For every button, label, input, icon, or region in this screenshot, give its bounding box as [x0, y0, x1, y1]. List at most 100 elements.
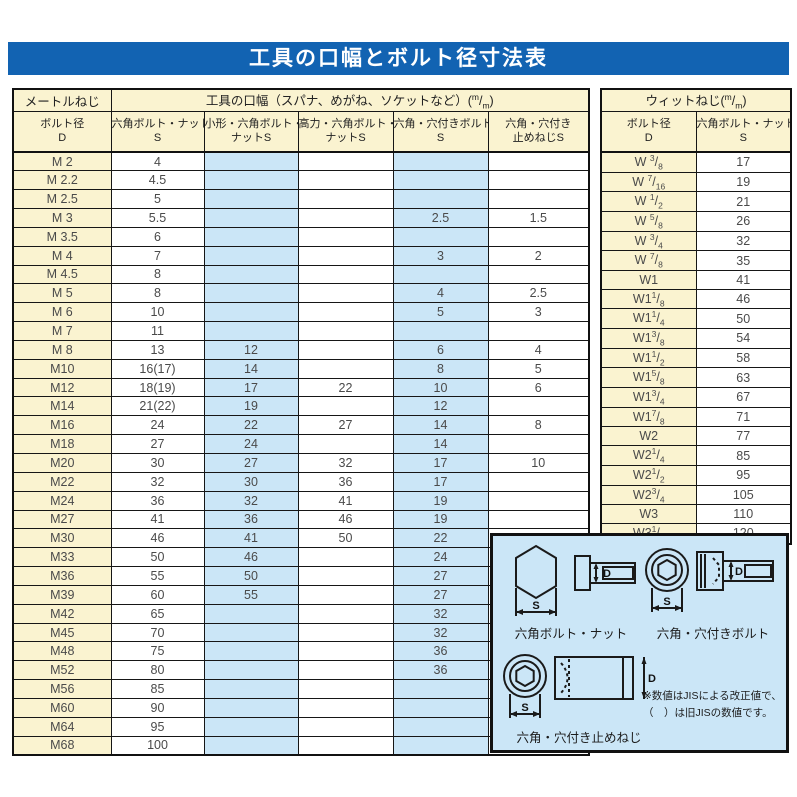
bolt-diameter-cell: W 3/4 — [600, 230, 697, 252]
width-value-cell: 19 — [203, 396, 299, 417]
width-value-cell — [297, 245, 394, 266]
bolt-diameter-cell: M45 — [12, 622, 112, 643]
bolt-diameter-cell: M16 — [12, 415, 112, 436]
column-header-cell: 六角・穴付きボルト S — [392, 111, 489, 153]
width-value-cell: 4 — [392, 283, 489, 304]
socket-bolt-label: 六角・穴付きボルト — [656, 627, 770, 641]
width-value-cell: 10 — [487, 453, 590, 473]
bolt-diameter-cell: M24 — [12, 490, 112, 511]
width-value-cell: 46 — [695, 288, 792, 310]
width-value-cell: 21 — [695, 191, 792, 212]
table-row: W21/2 95 — [600, 464, 792, 486]
bolt-diameter-cell: M22 — [12, 471, 112, 492]
bolt-diameter-cell: M60 — [12, 697, 112, 718]
width-value-cell — [297, 358, 394, 379]
width-value-cell — [203, 603, 299, 624]
width-value-cell: 24 — [203, 434, 299, 454]
width-value-cell: 16(17) — [110, 358, 205, 379]
width-value-cell — [487, 490, 590, 511]
dim-d-label: D — [735, 566, 743, 578]
width-value-cell: 46 — [203, 547, 299, 568]
bolt-diameter-cell: W 5/8 — [600, 210, 697, 232]
page-title: 工具の口幅とボルト径寸法表 — [8, 42, 789, 75]
width-value-cell: 10 — [110, 302, 205, 323]
width-value-cell: 4 — [110, 151, 205, 172]
width-value-cell — [392, 697, 489, 718]
column-header-cell: 小形・六角ボルト・ ナットS — [203, 111, 299, 153]
dim-s-label: S — [521, 702, 528, 714]
width-value-cell: 22 — [203, 415, 299, 436]
bolt-diameter-cell: W11/2 — [600, 347, 697, 369]
width-value-cell — [297, 189, 394, 210]
bolt-diameter-cell: M 2 — [12, 151, 112, 172]
column-header-cell: 六角ボルト・ナット S — [695, 111, 792, 153]
width-value-cell — [297, 434, 394, 454]
bolt-diameter-cell: W1 — [600, 269, 697, 290]
width-value-cell — [487, 170, 590, 191]
table-row: W 1/2 21 — [600, 191, 792, 212]
width-value-cell — [297, 566, 394, 586]
table-row: M22 32 30 36 17 — [12, 471, 590, 492]
width-value-cell — [392, 321, 489, 341]
width-value-cell: 90 — [110, 697, 205, 718]
table-row: M10 16(17) 14 8 5 — [12, 358, 590, 379]
table-row: M64 95 — [12, 716, 590, 737]
width-value-cell: 41 — [110, 509, 205, 530]
table-row: M14 21(22) 19 12 — [12, 396, 590, 417]
bolt-diameter-cell: W13/8 — [600, 328, 697, 349]
width-value-cell: 95 — [110, 716, 205, 737]
table-row: W21/4 85 — [600, 445, 792, 466]
hex-bolt-label: 六角ボルト・ナット — [514, 627, 628, 641]
width-value-cell: 58 — [695, 347, 792, 369]
width-value-cell: 65 — [110, 603, 205, 624]
width-value-cell — [203, 679, 299, 699]
width-value-cell — [487, 321, 590, 341]
width-value-cell — [392, 735, 489, 756]
set-screw-figure: S D 六角・穴付き止めねじ — [499, 648, 659, 746]
jis-note: ※数値はJISによる改正値で、 （ ）は旧JISの数値です。 — [643, 688, 783, 723]
bolt-diameter-cell: M39 — [12, 584, 112, 605]
width-value-cell — [203, 170, 299, 191]
group-header-cell: 工具の口幅（スパナ、めがね、ソケットなど）(m/m) — [110, 88, 590, 112]
table-row: M24 36 32 41 19 — [12, 490, 590, 511]
width-value-cell: 24 — [392, 547, 489, 568]
bolt-diameter-cell: M14 — [12, 396, 112, 417]
width-value-cell: 21(22) — [110, 396, 205, 417]
width-value-cell: 8 — [487, 415, 590, 436]
width-value-cell: 17 — [695, 151, 792, 173]
bolt-diameter-cell: W11/4 — [600, 308, 697, 330]
width-value-cell: 18(19) — [110, 377, 205, 398]
width-value-cell: 6 — [487, 377, 590, 398]
width-value-cell — [203, 641, 299, 662]
bolt-diameter-cell: M20 — [12, 453, 112, 473]
width-value-cell: 4.5 — [110, 170, 205, 191]
width-value-cell — [487, 434, 590, 454]
width-value-cell: 5 — [110, 189, 205, 210]
width-value-cell — [203, 151, 299, 172]
width-value-cell: 5 — [392, 302, 489, 323]
width-value-cell: 30 — [110, 453, 205, 473]
table-row: W23/4 105 — [600, 484, 792, 506]
width-value-cell: 2.5 — [487, 283, 590, 304]
bolt-diameter-cell: M33 — [12, 547, 112, 568]
width-value-cell — [392, 226, 489, 247]
whitworth-thread-table: ウィットねじ(m/m) ボルト径 D 六角ボルト・ナット S W 3/8 17 W 7/16… — [600, 88, 793, 545]
table-row: M 2.2 4.5 — [12, 170, 590, 191]
bolt-diameter-cell: W21/2 — [600, 464, 697, 486]
width-value-cell — [297, 339, 394, 360]
width-value-cell — [487, 189, 590, 210]
bolt-diameter-cell: W17/8 — [600, 406, 697, 428]
width-value-cell — [487, 226, 590, 247]
width-value-cell: 19 — [392, 509, 489, 530]
width-value-cell — [297, 622, 394, 643]
width-value-cell — [203, 735, 299, 756]
width-value-cell: 6 — [392, 339, 489, 360]
bolt-diameter-cell: M48 — [12, 641, 112, 662]
table-row: W11/8 46 — [600, 288, 792, 310]
bolt-diameter-cell: M 4 — [12, 245, 112, 266]
width-value-cell: 22 — [392, 528, 489, 549]
width-value-cell — [297, 264, 394, 285]
table-row: M 3.5 6 — [12, 226, 590, 247]
width-value-cell: 63 — [695, 367, 792, 389]
